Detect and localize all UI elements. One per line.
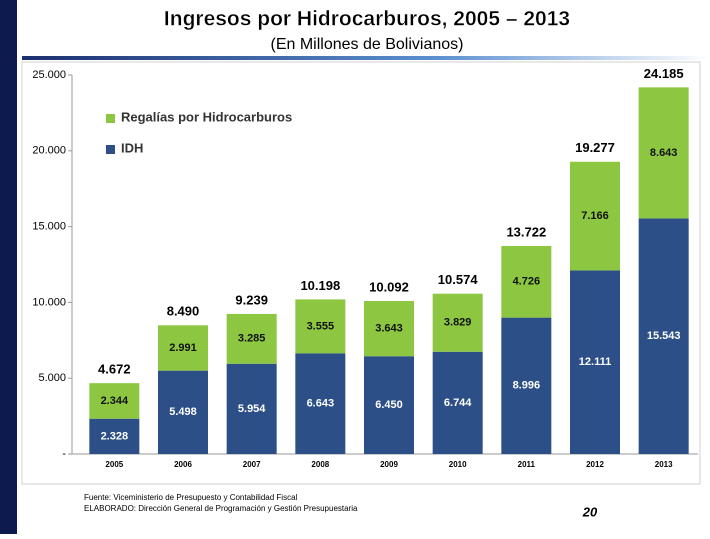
bar-segment <box>432 351 483 454</box>
total-label: 10.198 <box>300 278 340 293</box>
chart-title: Ingresos por Hidrocarburos, 2005 – 2013 <box>164 8 570 31</box>
bar-segment <box>638 87 689 219</box>
y-tick-label: 25.000 <box>32 69 66 81</box>
value-label: 2.328 <box>101 430 129 442</box>
value-label: 7.166 <box>581 210 609 222</box>
bar-segment <box>89 383 140 419</box>
chart-subtitle: (En Millones de Bolivianos) <box>271 36 464 53</box>
value-label: 6.744 <box>444 397 472 409</box>
y-tick-label: 5.000 <box>38 372 66 384</box>
total-label: 13.722 <box>506 224 546 239</box>
side-bar <box>0 0 17 534</box>
bar-segment <box>158 325 208 371</box>
value-label: 5.954 <box>238 403 266 415</box>
bar-segment <box>364 300 414 357</box>
value-label: 5.498 <box>169 406 197 418</box>
y-tick-label: 15.000 <box>32 221 66 233</box>
bar-segment <box>501 245 552 318</box>
source-line: ELABORADO: Dirección General de Programa… <box>84 504 358 513</box>
total-label: 19.277 <box>575 140 615 155</box>
x-tick-label: 2009 <box>380 460 398 469</box>
total-label: 9.239 <box>235 292 268 307</box>
x-tick-label: 2005 <box>105 460 123 469</box>
value-label: 3.555 <box>307 320 335 332</box>
page-number: 20 <box>582 504 598 519</box>
bar-segment <box>364 356 414 454</box>
x-tick-label: 2012 <box>586 460 604 469</box>
header-rule <box>22 56 710 60</box>
value-label: 6.450 <box>375 399 403 411</box>
bar-segment <box>158 370 208 454</box>
y-tick-label: 10.000 <box>32 296 66 308</box>
y-tick-label: - <box>62 448 66 460</box>
value-label: 2.344 <box>101 395 129 407</box>
bar-segment <box>226 363 277 454</box>
x-tick-label: 2010 <box>449 460 467 469</box>
value-label: 4.726 <box>513 276 541 288</box>
value-label: 3.829 <box>444 317 472 329</box>
value-label: 3.643 <box>375 323 403 335</box>
total-label: 4.672 <box>98 362 131 377</box>
y-tick-label: 20.000 <box>32 145 66 157</box>
bar-segment <box>501 317 552 454</box>
x-tick-label: 2008 <box>311 460 329 469</box>
bar-segment <box>570 161 620 271</box>
legend-label: IDH <box>121 140 143 155</box>
x-tick-label: 2011 <box>518 460 536 469</box>
source-line: Fuente: Viceministerio de Presupuesto y … <box>84 493 298 502</box>
x-tick-label: 2006 <box>174 460 192 469</box>
value-label: 8.643 <box>650 147 678 159</box>
total-label: 10.092 <box>369 279 409 294</box>
bar-segment <box>638 218 689 454</box>
legend-label: Regalías por Hidrocarburos <box>121 109 292 124</box>
bar-segment <box>89 418 140 454</box>
value-label: 15.543 <box>647 330 681 342</box>
value-label: 6.643 <box>307 398 335 410</box>
x-tick-label: 2013 <box>655 460 673 469</box>
plot: - 5.000 10.000 15.000 20.000 25.000 2005 2.328 2… <box>32 66 698 469</box>
bar-segment <box>295 299 346 354</box>
total-label: 8.490 <box>167 304 200 319</box>
bar-segment <box>432 293 483 352</box>
value-label: 3.285 <box>238 333 266 345</box>
bar-segment <box>295 353 346 454</box>
bar-segment <box>570 270 620 454</box>
legend-swatch <box>106 114 115 123</box>
total-label: 24.185 <box>644 66 684 81</box>
value-label: 2.991 <box>169 342 197 354</box>
bar-segment <box>226 313 277 364</box>
value-label: 12.111 <box>579 356 611 368</box>
x-tick-label: 2007 <box>243 460 261 469</box>
value-label: 8.996 <box>513 380 541 392</box>
legend-swatch <box>106 145 115 154</box>
total-label: 10.574 <box>438 272 479 287</box>
